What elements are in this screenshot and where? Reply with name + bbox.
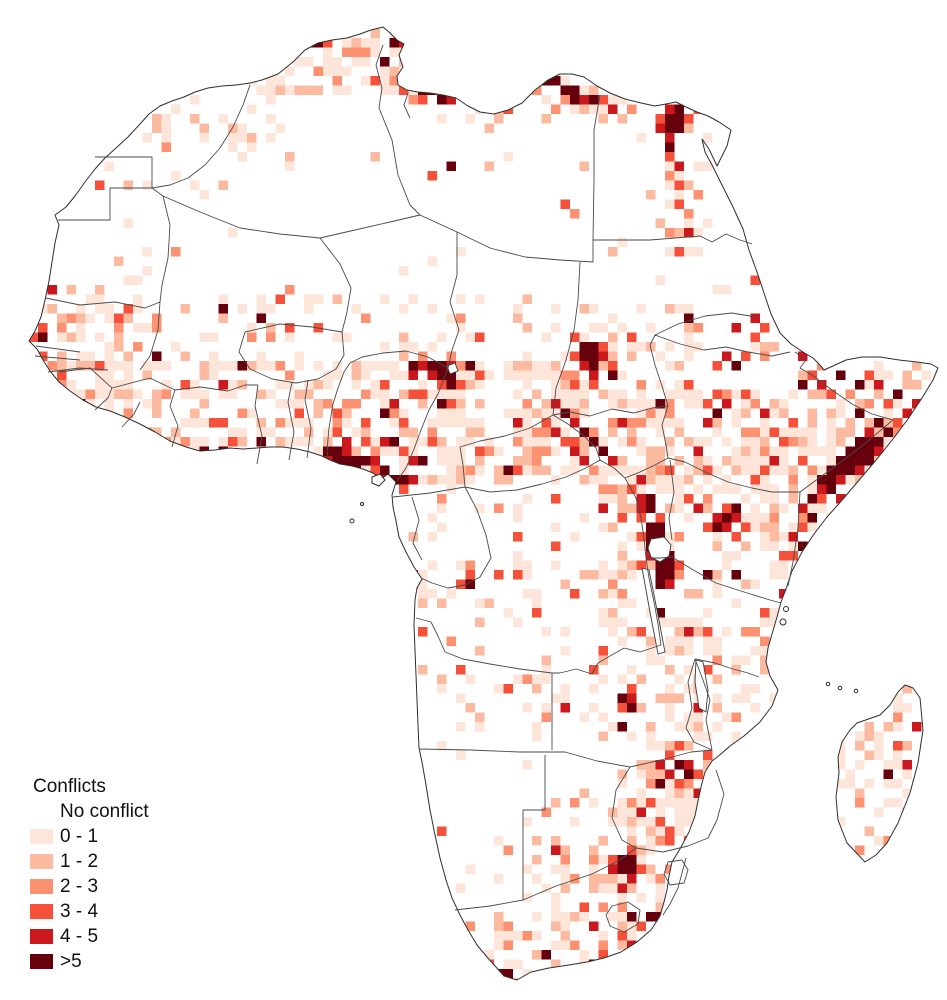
- legend-swatch: [30, 854, 53, 869]
- legend-row: 4 - 5: [30, 924, 149, 949]
- legend-row: No conflict: [30, 799, 149, 824]
- legend-label: No conflict: [60, 800, 149, 822]
- comoros-island: [825, 681, 831, 687]
- legend-row: 0 - 1: [30, 824, 149, 849]
- lake-malawi: [694, 659, 709, 713]
- legend-label: 0 - 1: [60, 825, 99, 847]
- legend-row: 1 - 2: [30, 849, 149, 874]
- legend-row: 2 - 3: [30, 874, 149, 899]
- legend-label: 4 - 5: [60, 925, 99, 947]
- legend-label: 3 - 4: [60, 900, 99, 922]
- conflict-cells-layer: [29, 28, 931, 980]
- zanzibar-island: [779, 618, 787, 626]
- legend-label: 1 - 2: [60, 850, 99, 872]
- comoros-island: [837, 685, 843, 691]
- legend-swatch: [30, 829, 53, 844]
- legend-label: 2 - 3: [60, 875, 99, 897]
- map-legend: Conflicts No conflict 0 - 1 1 - 2 2 - 3 3 - …: [30, 776, 149, 974]
- legend-swatch: [30, 954, 53, 969]
- africa-coastline: [28, 26, 939, 981]
- lake-victoria: [647, 536, 672, 563]
- pemba-island: [783, 606, 789, 612]
- sao-tome-island: [349, 518, 355, 524]
- madagascar-coastline: [835, 684, 924, 863]
- legend-swatch: [30, 879, 53, 894]
- bioko-island: [371, 473, 386, 487]
- legend-row: 3 - 4: [30, 899, 149, 924]
- legend-rows: No conflict 0 - 1 1 - 2 2 - 3 3 - 4 4 - 5 >5: [30, 799, 149, 974]
- principe-island: [360, 502, 364, 506]
- legend-row: >5: [30, 949, 149, 974]
- legend-swatch: [30, 929, 53, 944]
- comoros-island: [853, 688, 859, 694]
- legend-label: >5: [60, 950, 82, 972]
- coastline-layer: [28, 26, 939, 981]
- country-borders: [34, 44, 894, 933]
- legend-title: Conflicts: [33, 776, 106, 797]
- legend-swatch: [30, 904, 53, 919]
- lake-chad: [446, 362, 459, 375]
